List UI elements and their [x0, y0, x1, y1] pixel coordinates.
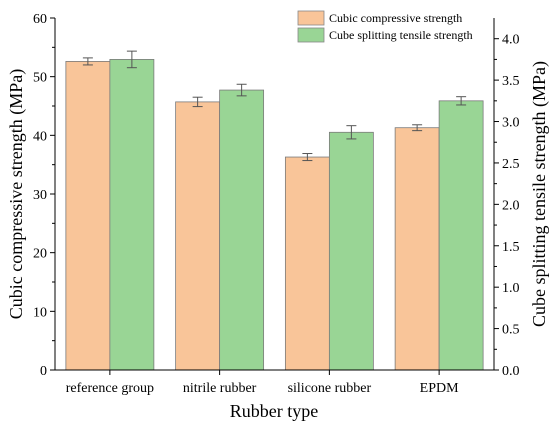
bar-tensile-1 — [219, 89, 265, 371]
left-y-axis-title: Cubic compressive strength (MPa) — [6, 69, 27, 319]
left-y-tick-label: 40 — [33, 129, 47, 144]
right-y-tick-label: 1.0 — [502, 281, 520, 296]
x-category-label: EPDM — [420, 381, 459, 396]
legend: Cubic compressive strength Cube splittin… — [297, 10, 473, 43]
right-y-tick-label: 3.0 — [502, 116, 520, 131]
left-y-tick-label: 10 — [33, 305, 47, 320]
right-y-axis-title: Cube splitting tensile strength (MPa) — [529, 61, 550, 327]
right-y-tick-label: 0.5 — [502, 323, 520, 338]
left-y-tick-label: 0 — [40, 364, 47, 379]
right-y-tick-label: 3.5 — [502, 74, 520, 89]
legend-swatch-compressive — [297, 10, 325, 26]
bar-tensile-3 — [438, 100, 484, 371]
right-y-ticks: 0.0 0.5 1.0 1.5 2.0 2.5 3.0 3.5 4.0 — [494, 33, 520, 379]
bar-compressive-2 — [284, 156, 330, 371]
bar-tensile-0 — [109, 59, 155, 371]
left-y-tick-label: 60 — [33, 12, 47, 27]
legend-swatch-tensile — [297, 27, 325, 43]
x-category-label: silicone rubber — [288, 381, 372, 396]
right-y-tick-label: 4.0 — [502, 33, 520, 48]
error-bars-layer — [82, 50, 467, 162]
x-axis-title: Rubber type — [230, 401, 318, 421]
left-y-ticks: 0 10 20 30 40 50 60 — [33, 12, 55, 379]
right-y-tick-label: 2.0 — [502, 198, 520, 213]
bars-layer — [65, 59, 484, 371]
left-y-tick-label: 30 — [33, 188, 47, 203]
bar-tensile-2 — [328, 131, 374, 371]
right-y-tick-label: 0.0 — [502, 364, 520, 379]
left-y-tick-label: 50 — [33, 71, 47, 86]
left-y-tick-label: 20 — [33, 247, 47, 262]
x-category-label: nitrile rubber — [183, 381, 257, 396]
right-y-tick-label: 1.5 — [502, 240, 520, 255]
x-category-label: reference group — [66, 381, 154, 396]
right-y-tick-label: 2.5 — [502, 157, 520, 172]
x-category-labels: reference group nitrile rubber silicone ru… — [66, 370, 459, 396]
bar-compressive-1 — [175, 101, 221, 371]
bar-compressive-3 — [394, 127, 440, 371]
legend-label-tensile: Cube splitting tensile strength — [329, 28, 473, 42]
legend-label-compressive: Cubic compressive strength — [329, 11, 462, 25]
bar-compressive-0 — [65, 61, 111, 371]
